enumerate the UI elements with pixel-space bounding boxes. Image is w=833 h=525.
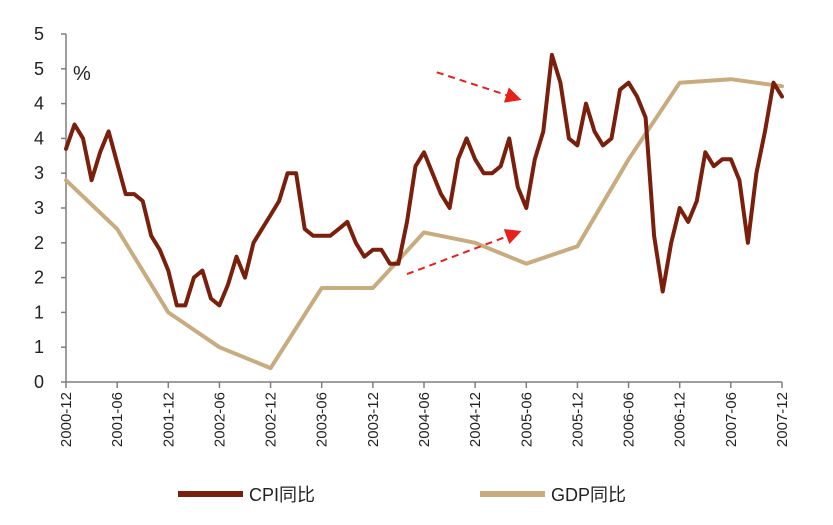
legend-cpi-label: CPI同比 <box>249 485 315 505</box>
y-axis: 0 1 1 2 2 3 3 4 4 5 5 <box>34 24 67 392</box>
y-tick-label: 5 <box>34 24 44 44</box>
downward-trend-arrow <box>436 71 522 103</box>
x-tick-label: 2004-12 <box>467 392 484 447</box>
y-tick-label: 1 <box>34 302 44 322</box>
legend-gdp-label: GDP同比 <box>551 485 626 505</box>
y-tick-label: 0 <box>34 372 44 392</box>
y-tick-label: 1 <box>34 337 44 357</box>
series-layer <box>64 52 784 371</box>
x-tick-label: 2005-06 <box>518 392 535 447</box>
x-tick-label: 2001-06 <box>109 392 126 447</box>
y-tick-label: 4 <box>34 94 44 114</box>
x-tick-label: 2001-12 <box>160 392 177 447</box>
x-tick-label: 2004-06 <box>416 392 433 447</box>
y-tick-label: 3 <box>34 163 44 183</box>
x-tick-label: 2006-06 <box>621 392 638 447</box>
unit-label: % <box>73 63 91 85</box>
cpi-series-line <box>64 52 784 308</box>
x-tick-label: 2005-12 <box>569 392 586 447</box>
y-tick-label: 4 <box>34 128 44 148</box>
x-tick-label: 2006-12 <box>672 392 689 447</box>
y-tick-label: 2 <box>34 268 44 288</box>
x-tick-label: 2003-06 <box>314 392 331 447</box>
x-tick-label: 2002-12 <box>263 392 280 447</box>
x-tick-label: 2000-12 <box>58 392 75 447</box>
x-axis: 2000-12 2001-06 2001-12 2002-06 2002-12 2003-… <box>58 381 791 447</box>
x-tick-label: 2007-12 <box>774 392 791 447</box>
legend: CPI同比 GDP同比 <box>178 485 626 505</box>
trend-arrows <box>406 71 522 276</box>
x-tick-label: 2003-12 <box>365 392 382 447</box>
x-tick-label: 2002-06 <box>211 392 228 447</box>
upward-trend-arrow <box>406 229 522 276</box>
x-tick-label: 2007-06 <box>723 392 740 447</box>
gdp-series-line <box>64 77 784 371</box>
y-tick-label: 2 <box>34 233 44 253</box>
y-tick-label: 3 <box>34 198 44 218</box>
y-tick-label: 5 <box>34 59 44 79</box>
